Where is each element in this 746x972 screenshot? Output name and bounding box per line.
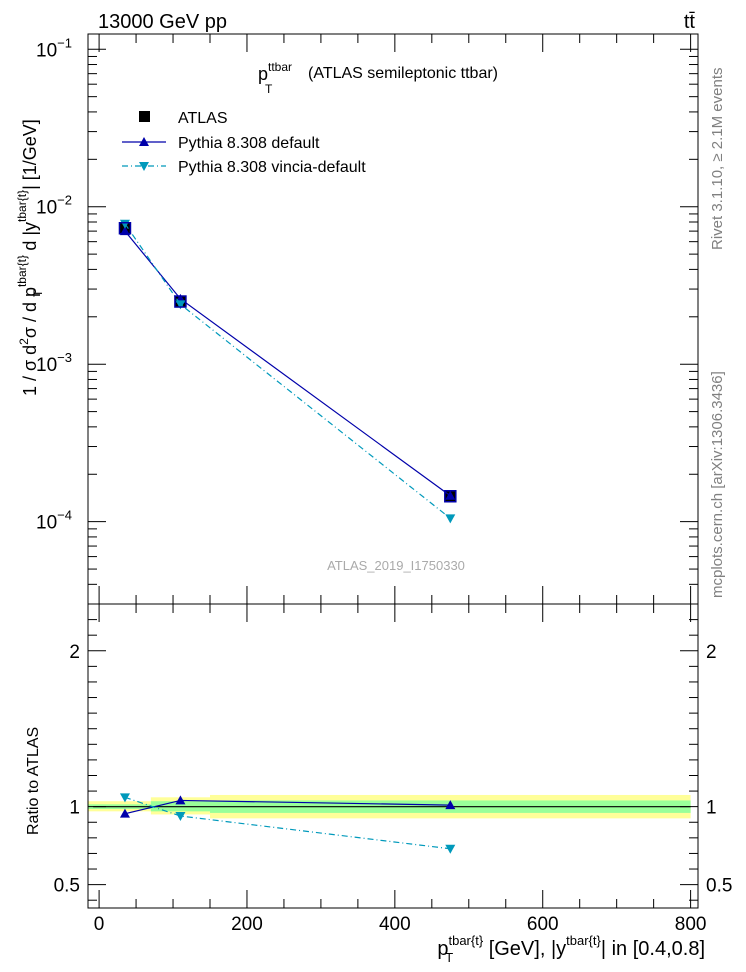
legend-label-vincia: Pythia 8.308 vincia-default xyxy=(178,159,366,176)
ratio-series-0-point-1 xyxy=(175,795,186,805)
main-ylabel: 1 / σ d2σ / d ptbar{t}T d |ytbar{t}| [1/… xyxy=(15,119,45,396)
main-title-sub: T xyxy=(265,82,273,96)
ratio-ytick-label: 0.5 xyxy=(54,876,80,897)
ytick-exp: −3 xyxy=(57,350,72,365)
xlabel-part-c: | in [0.4,0.8] xyxy=(601,938,705,960)
xlabel-sub-a: T xyxy=(445,950,453,965)
main-ytick-label: 10−4 xyxy=(36,508,72,534)
main-series-1-point-2 xyxy=(445,490,456,500)
ylabel-part-d: | [1/GeV] xyxy=(20,119,40,190)
main-panel: pttbar T (ATLAS semileptonic ttbar) ATLA… xyxy=(15,33,699,605)
ytick-exp: −2 xyxy=(57,193,72,208)
main-title: pttbar xyxy=(258,60,292,84)
ylabel-sup-c: tbar{t} xyxy=(15,190,29,222)
ytick-exp: −4 xyxy=(57,508,72,523)
main-series-line-2 xyxy=(124,223,451,519)
ratio-xtick-label: 0 xyxy=(94,914,105,935)
mcplots-label: mcplots.cern.ch [arXiv:1306.3436] xyxy=(709,371,726,598)
legend: ATLAS Pythia 8.308 default Pythia 8.308 … xyxy=(122,110,366,176)
atlas-point-outline-0 xyxy=(118,222,132,235)
ylabel-sup-a: 2 xyxy=(17,338,31,345)
main-ytick-label: 10−3 xyxy=(36,350,72,376)
ylabel-part-a: 1 / σ d xyxy=(20,345,40,396)
main-ytick-label: 10−2 xyxy=(36,193,72,219)
ratio-series-0-point-0 xyxy=(119,808,130,818)
ratio-xlabel: ptbar{t} T [GeV], |ytbar{t}| in [0.4,0.8] xyxy=(437,933,705,965)
ytick-base: 10 xyxy=(36,40,57,61)
main-title-symbol: p xyxy=(258,64,268,84)
ratio-xtick-label: 600 xyxy=(527,914,559,935)
atlas-point-outline-1 xyxy=(174,295,187,308)
ratio-ytick-label-right: 0.5 xyxy=(706,876,732,897)
ylabel-sup-b: tbar{t} xyxy=(15,255,29,287)
ratio-ytick-label: 1 xyxy=(69,798,80,819)
ytick-base: 10 xyxy=(36,513,57,534)
xlabel-sup-b: tbar{t} xyxy=(566,933,601,948)
ytick-exp: −1 xyxy=(57,35,72,50)
main-series-2-point-1 xyxy=(175,300,186,310)
legend-marker-vincia xyxy=(139,162,149,171)
ratio-ylabel: Ratio to ATLAS xyxy=(25,727,42,835)
watermark: ATLAS_2019_I1750330 xyxy=(327,558,465,573)
legend-marker-atlas xyxy=(139,111,150,122)
ratio-ytick-label-right: 2 xyxy=(706,642,717,663)
ratio-series-1-point-1 xyxy=(175,812,186,822)
ratio-ytick-label: 2 xyxy=(69,642,80,663)
main-series-line-1 xyxy=(124,230,451,497)
ratio-series-0-point-2 xyxy=(445,800,456,810)
main-title-rest: (ATLAS semileptonic ttbar) xyxy=(308,65,498,82)
ratio-series-1-point-0 xyxy=(119,793,130,803)
legend-label-default: Pythia 8.308 default xyxy=(178,135,320,152)
ytick-base: 10 xyxy=(36,198,57,219)
xlabel-part-a: p xyxy=(437,938,448,960)
legend-marker-default xyxy=(139,137,149,146)
ylabel-sub-b: T xyxy=(31,289,45,297)
ratio-xtick-label: 400 xyxy=(379,914,411,935)
main-series-2-point-2 xyxy=(445,514,456,524)
ylabel-part-c: d |y xyxy=(20,222,40,256)
ratio-ytick-label-right: 1 xyxy=(706,798,717,819)
ratio-xtick-label: 800 xyxy=(675,914,707,935)
main-title-sup: ttbar xyxy=(268,60,292,74)
ratio-series-line-1 xyxy=(124,796,451,850)
rivet-label: Rivet 3.1.10, ≥ 2.1M events xyxy=(709,68,726,251)
ratio-panel: 0.5 0.5 1 1 2 2 0 200 400 600 800 Ratio to ATLAS p… xyxy=(25,603,732,965)
main-series-1-point-0 xyxy=(119,226,130,236)
xlabel-sup-a: tbar{t} xyxy=(448,933,483,948)
legend-label-atlas: ATLAS xyxy=(178,110,228,127)
main-ytick-label: 10−1 xyxy=(36,35,72,61)
ratio-xtick-label: 200 xyxy=(231,914,263,935)
ytick-base: 10 xyxy=(36,355,57,376)
ratio-frame xyxy=(87,603,699,909)
main-series-2-point-0 xyxy=(119,219,130,229)
ylabel-part-b: σ / d p xyxy=(20,287,40,338)
energy-label: 13000 GeV pp xyxy=(98,11,227,33)
atlas-point-outline-2 xyxy=(444,490,457,503)
xlabel-part-b: [GeV], |y xyxy=(483,938,566,960)
process-label: tt̄ xyxy=(684,11,696,33)
ratio-series-1-point-2 xyxy=(445,844,456,854)
